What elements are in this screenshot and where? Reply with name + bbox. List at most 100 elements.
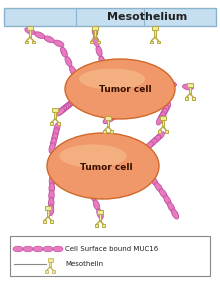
Ellipse shape <box>23 246 33 252</box>
Ellipse shape <box>48 197 54 208</box>
Text: Mesothelium: Mesothelium <box>107 12 187 22</box>
Bar <box>192 97 195 100</box>
Bar <box>157 41 160 43</box>
Ellipse shape <box>96 46 102 57</box>
Ellipse shape <box>54 40 64 47</box>
Ellipse shape <box>92 26 98 36</box>
Ellipse shape <box>79 68 145 89</box>
FancyBboxPatch shape <box>187 83 193 87</box>
Ellipse shape <box>49 143 55 153</box>
Bar <box>90 41 93 43</box>
Ellipse shape <box>59 145 126 168</box>
Ellipse shape <box>13 246 23 252</box>
Text: Tumor cell: Tumor cell <box>80 164 132 172</box>
Bar <box>185 97 188 100</box>
Ellipse shape <box>53 128 59 138</box>
Bar <box>97 41 100 43</box>
Ellipse shape <box>33 246 43 252</box>
Bar <box>29 30 31 37</box>
Ellipse shape <box>150 176 158 186</box>
Ellipse shape <box>65 59 175 119</box>
Ellipse shape <box>61 103 71 111</box>
Ellipse shape <box>49 190 54 201</box>
Bar <box>47 210 49 217</box>
Bar <box>57 122 60 125</box>
Bar <box>48 258 53 262</box>
Bar <box>150 41 153 43</box>
Ellipse shape <box>70 66 76 76</box>
FancyBboxPatch shape <box>160 116 166 120</box>
Ellipse shape <box>25 28 35 34</box>
Ellipse shape <box>90 191 96 201</box>
Bar <box>54 112 56 119</box>
Ellipse shape <box>48 204 54 216</box>
Bar <box>50 122 53 125</box>
Text: Cell Surface bound MUC16: Cell Surface bound MUC16 <box>65 246 158 252</box>
Ellipse shape <box>159 189 167 198</box>
Ellipse shape <box>61 47 67 57</box>
Bar <box>43 220 46 223</box>
Ellipse shape <box>156 115 163 125</box>
Bar <box>4 8 216 26</box>
Ellipse shape <box>63 102 73 110</box>
Ellipse shape <box>93 36 99 47</box>
Ellipse shape <box>97 209 103 219</box>
Ellipse shape <box>162 105 169 115</box>
Ellipse shape <box>106 114 116 122</box>
Ellipse shape <box>47 133 159 199</box>
Text: Mesothelin: Mesothelin <box>65 261 103 267</box>
Ellipse shape <box>155 183 163 192</box>
Ellipse shape <box>59 105 69 113</box>
Ellipse shape <box>145 142 154 150</box>
Ellipse shape <box>53 246 63 252</box>
FancyBboxPatch shape <box>52 108 58 112</box>
Ellipse shape <box>99 56 105 66</box>
FancyBboxPatch shape <box>97 210 103 214</box>
FancyBboxPatch shape <box>152 26 158 30</box>
Ellipse shape <box>54 123 60 133</box>
Ellipse shape <box>44 36 54 43</box>
Bar <box>94 30 96 37</box>
Ellipse shape <box>43 246 53 252</box>
Bar <box>102 224 105 227</box>
Ellipse shape <box>171 209 179 219</box>
Bar <box>103 130 106 133</box>
Bar <box>10 236 210 276</box>
Ellipse shape <box>166 81 176 87</box>
Bar <box>32 41 35 43</box>
Ellipse shape <box>93 200 100 210</box>
Ellipse shape <box>164 195 171 205</box>
Bar <box>95 224 98 227</box>
Ellipse shape <box>110 112 120 120</box>
FancyBboxPatch shape <box>27 26 33 30</box>
Bar <box>25 41 28 43</box>
Ellipse shape <box>148 138 157 147</box>
Ellipse shape <box>163 102 170 112</box>
Bar <box>158 130 161 133</box>
Ellipse shape <box>160 108 167 118</box>
Ellipse shape <box>34 32 45 39</box>
Bar <box>45 270 48 273</box>
Ellipse shape <box>50 138 56 148</box>
Ellipse shape <box>158 112 165 122</box>
Bar <box>49 262 51 267</box>
Ellipse shape <box>152 135 161 143</box>
Ellipse shape <box>49 183 55 194</box>
FancyBboxPatch shape <box>92 26 98 30</box>
Ellipse shape <box>65 100 75 108</box>
Ellipse shape <box>57 106 67 114</box>
Bar <box>50 220 53 223</box>
FancyBboxPatch shape <box>105 116 111 120</box>
Bar <box>52 270 55 273</box>
Text: Tumor cell: Tumor cell <box>99 85 151 93</box>
Ellipse shape <box>49 176 55 187</box>
Ellipse shape <box>51 133 57 143</box>
Ellipse shape <box>183 84 193 90</box>
Bar <box>99 214 101 221</box>
Bar <box>189 87 191 94</box>
Bar <box>154 30 156 37</box>
Ellipse shape <box>156 132 165 140</box>
Ellipse shape <box>168 202 175 212</box>
Bar <box>162 120 164 127</box>
Ellipse shape <box>103 116 113 124</box>
